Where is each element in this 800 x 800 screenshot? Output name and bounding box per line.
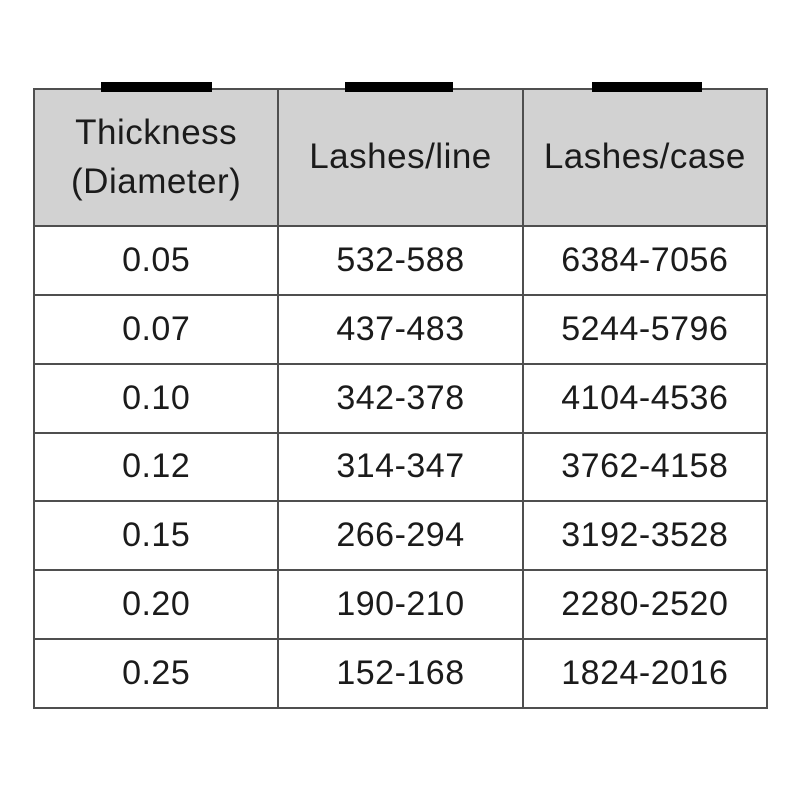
table-cell-lashes-line: 532-588 <box>277 225 524 296</box>
table-row: 0.25 152-168 1824-2016 <box>32 638 769 709</box>
table-row: 0.05 532-588 6384-7056 <box>32 225 769 296</box>
table-cell-lashes-case: 6384-7056 <box>521 225 769 296</box>
table-row: 0.20 190-210 2280-2520 <box>32 569 769 641</box>
table-cell-lashes-case: 5244-5796 <box>521 293 769 365</box>
table-cell-thickness: 0.10 <box>32 362 280 434</box>
table-cell-thickness: 0.07 <box>32 293 280 365</box>
table-cell-lashes-line: 437-483 <box>277 293 524 365</box>
column-header-thickness-diameter: Thickness (Diameter) <box>32 88 280 227</box>
table-cell-lashes-line: 266-294 <box>277 500 524 572</box>
table-cell-lashes-case: 3762-4158 <box>521 431 769 503</box>
table-cell-lashes-line: 152-168 <box>277 638 524 709</box>
table-row: 0.07 437-483 5244-5796 <box>32 293 769 365</box>
table-cell-lashes-case: 3192-3528 <box>521 500 769 572</box>
table-cell-lashes-case: 4104-4536 <box>521 362 769 434</box>
table-cell-lashes-line: 314-347 <box>277 431 524 503</box>
table-cell-lashes-case: 1824-2016 <box>521 638 769 709</box>
column-header-lashes-per-case: Lashes/case <box>521 88 769 227</box>
table-row: 0.12 314-347 3762-4158 <box>32 431 769 503</box>
table-cell-thickness: 0.20 <box>32 569 280 641</box>
table-row: 0.10 342-378 4104-4536 <box>32 362 769 434</box>
table-cell-thickness: 0.12 <box>32 431 280 503</box>
lash-count-table-container: Thickness (Diameter) Lashes/line Lashes/… <box>32 88 769 709</box>
table-cell-lashes-line: 190-210 <box>277 569 524 641</box>
column-header-lashes-per-line: Lashes/line <box>277 88 524 227</box>
table-cell-thickness: 0.05 <box>32 225 280 296</box>
table-cell-thickness: 0.15 <box>32 500 280 572</box>
redaction-bar <box>592 82 702 92</box>
redaction-bar <box>345 82 453 92</box>
table-cell-lashes-case: 2280-2520 <box>521 569 769 641</box>
table-row: 0.15 266-294 3192-3528 <box>32 500 769 572</box>
table-header-row: Thickness (Diameter) Lashes/line Lashes/… <box>32 88 769 227</box>
table-cell-lashes-line: 342-378 <box>277 362 524 434</box>
redaction-bar <box>101 82 212 92</box>
table-cell-thickness: 0.25 <box>32 638 280 709</box>
lash-count-table: Thickness (Diameter) Lashes/line Lashes/… <box>32 88 769 709</box>
